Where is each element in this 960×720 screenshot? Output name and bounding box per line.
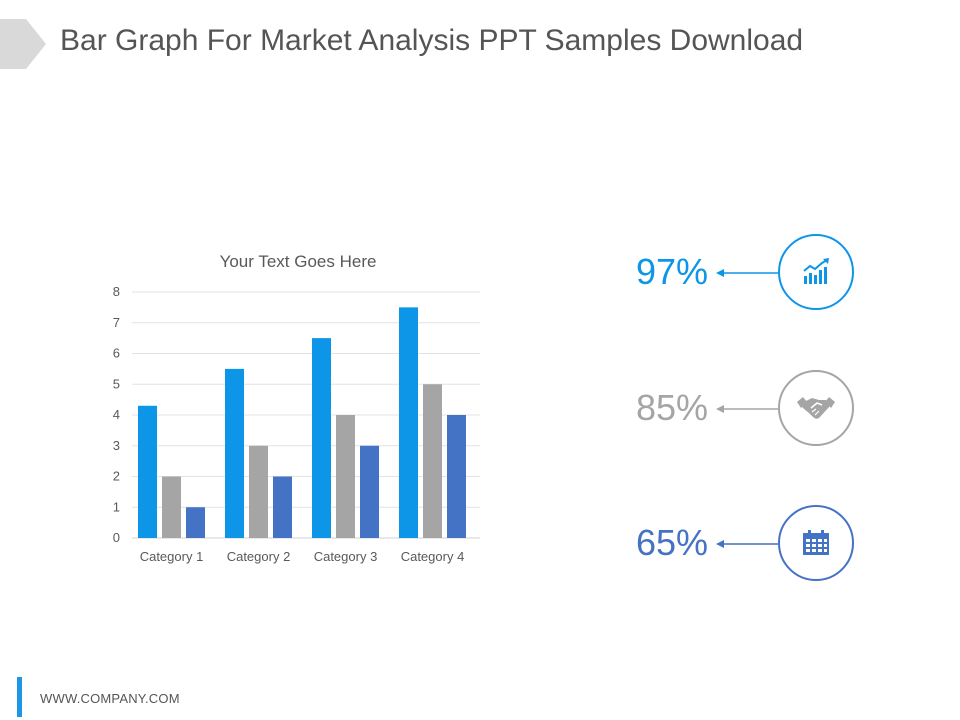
- bar-chart: Your Text Goes Here 0 1 2 3 4 5 6 7 8 Category 1 C…: [113, 252, 480, 564]
- y-tick-label: 3: [113, 438, 120, 453]
- stat-row-3: 65%: [600, 505, 900, 585]
- stats-panel: 97% 85%: [600, 220, 900, 600]
- stat-value-1: 97%: [635, 251, 708, 292]
- y-tick-label: 7: [113, 315, 120, 330]
- bar: [186, 507, 205, 538]
- title-tab-shape: [0, 19, 46, 69]
- growth-chart-icon-circle: [778, 234, 854, 310]
- calendar-icon: [803, 530, 829, 555]
- bar: [423, 384, 442, 538]
- bar: [447, 415, 466, 538]
- y-tick-label: 5: [113, 376, 120, 391]
- bar: [399, 307, 418, 538]
- footer-website: WWW.COMPANY.COM: [40, 691, 180, 706]
- bar: [138, 405, 157, 538]
- y-tick-label: 2: [113, 469, 120, 484]
- stat-row-1: 97%: [600, 234, 900, 314]
- bar: [249, 445, 268, 538]
- y-tick-label: 8: [113, 284, 120, 299]
- bar: [273, 476, 292, 538]
- x-tick-label: Category 2: [227, 549, 291, 564]
- y-tick-label: 6: [113, 346, 120, 361]
- x-tick-label: Category 4: [401, 549, 465, 564]
- y-tick-label: 4: [113, 407, 120, 422]
- footer-accent-bar: [17, 677, 22, 717]
- left-arrow-icon: [716, 269, 778, 277]
- bar: [360, 445, 379, 538]
- chart-title: Your Text Goes Here: [220, 252, 377, 271]
- growth-chart-icon: [803, 258, 829, 284]
- x-tick-label: Category 3: [314, 549, 378, 564]
- bar: [162, 476, 181, 538]
- bar: [312, 338, 331, 538]
- calendar-icon-circle: [778, 505, 854, 581]
- y-tick-label: 1: [113, 499, 120, 514]
- y-tick-label: 0: [113, 530, 120, 545]
- stat-row-2: 85%: [600, 370, 900, 450]
- page-title: Bar Graph For Market Analysis PPT Sample…: [60, 24, 804, 57]
- left-arrow-icon: [716, 540, 778, 548]
- x-tick-label: Category 1: [140, 549, 204, 564]
- bar: [225, 368, 244, 538]
- stat-value-2: 85%: [635, 387, 708, 428]
- bar: [336, 415, 355, 538]
- handshake-icon: [797, 397, 835, 419]
- stat-value-3: 65%: [635, 522, 708, 563]
- left-arrow-icon: [716, 405, 778, 413]
- handshake-icon-circle: [778, 370, 854, 446]
